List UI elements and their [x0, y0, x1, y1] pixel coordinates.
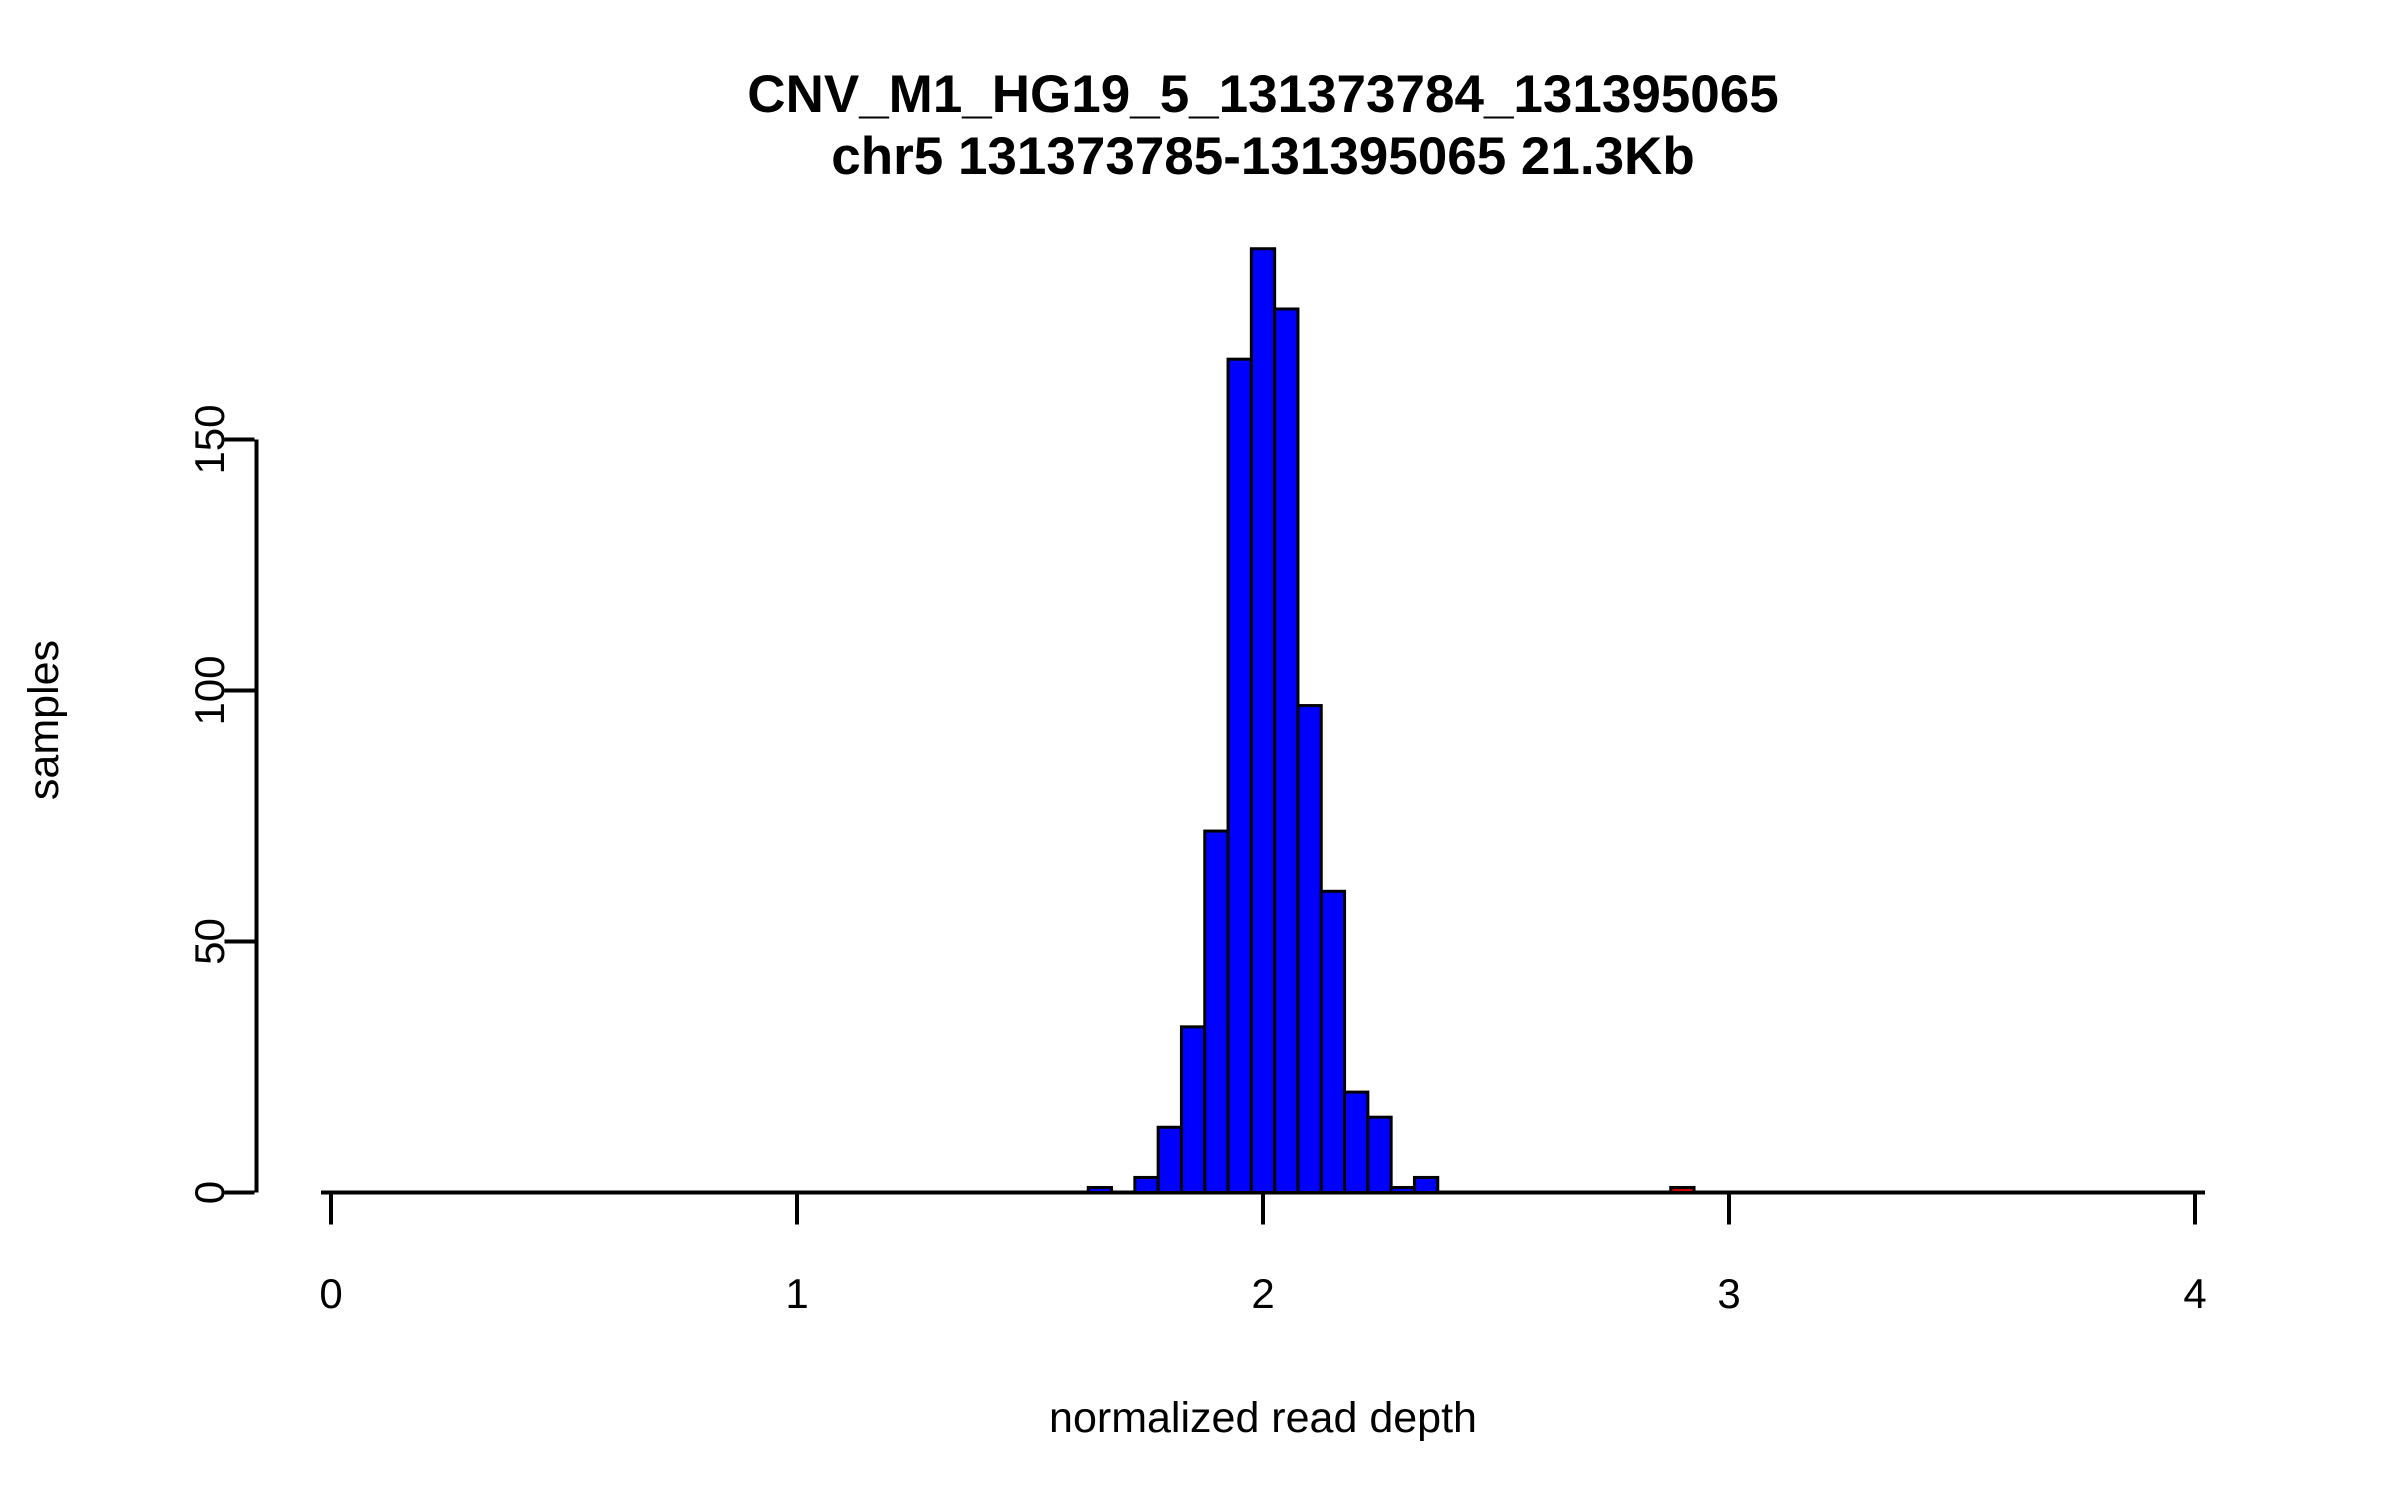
plot-title: CNV_M1_HG19_5_131373784_131395065 — [747, 65, 1778, 124]
x-tick-label: 0 — [319, 1270, 342, 1317]
histogram-bar — [1343, 1090, 1370, 1194]
histogram-bar — [1226, 357, 1253, 1194]
y-tick-label: 100 — [186, 655, 233, 725]
x-tick-label: 4 — [2183, 1270, 2206, 1317]
plot-subtitle: chr5 131373785-131395065 21.3Kb — [831, 127, 1694, 186]
histogram-bar — [1296, 704, 1323, 1194]
x-tick-label: 3 — [1717, 1270, 1740, 1317]
x-tick-label: 1 — [785, 1270, 808, 1317]
histogram-bar — [1203, 829, 1230, 1194]
histogram-bar — [1389, 1185, 1416, 1194]
y-tick-label: 0 — [186, 1181, 233, 1204]
histogram-bar — [1669, 1185, 1696, 1194]
y-axis-label: samples — [20, 640, 68, 800]
histogram-bar — [1179, 1025, 1207, 1194]
histogram-bar — [1133, 1175, 1160, 1194]
histogram-bar — [1412, 1175, 1440, 1194]
histogram-bar — [1249, 247, 1277, 1195]
histogram-bar — [1086, 1185, 1114, 1194]
histogram-bar — [1156, 1125, 1183, 1194]
y-tick-label: 50 — [186, 918, 233, 965]
histogram-bars — [1086, 247, 1696, 1195]
x-tick-label: 2 — [1251, 1270, 1274, 1317]
y-tick-label: 150 — [186, 404, 233, 474]
histogram-bar — [1273, 307, 1300, 1195]
axes: 0 1 2 3 4 0 50 100 150 — [186, 404, 2207, 1317]
x-axis-label: normalized read depth — [1049, 1394, 1477, 1442]
histogram-bar — [1366, 1115, 1393, 1194]
histogram-bar — [1319, 889, 1347, 1194]
